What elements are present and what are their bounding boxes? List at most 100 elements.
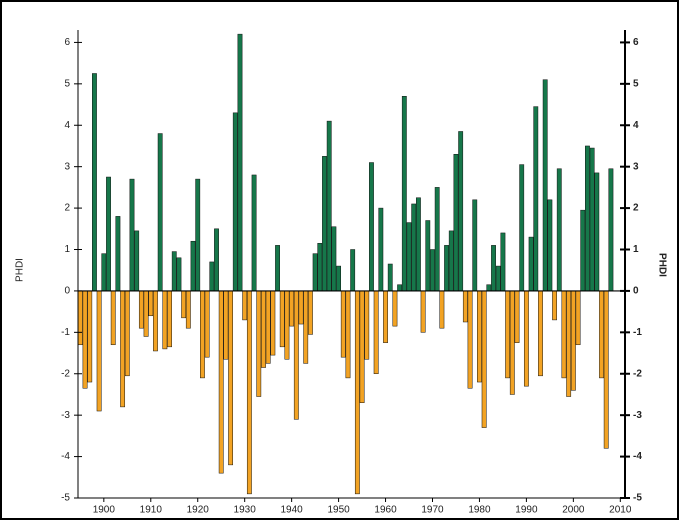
bar [340,290,346,358]
y-tick-label: 6 [64,37,70,48]
bar [176,257,182,292]
bar [312,253,318,292]
bar [472,199,478,292]
bar [134,230,140,292]
y-tick-label: -4 [61,451,70,462]
bar [96,290,102,412]
bar [580,209,586,292]
bar [101,253,107,292]
bar [298,290,304,325]
bar [181,290,187,319]
x-tick-label: 1920 [187,505,210,516]
bar [350,249,356,292]
bar [167,290,172,348]
bar [195,178,201,292]
bar [251,174,257,292]
y-axis-label: PHDI [15,258,26,282]
bar [293,290,299,420]
bar [162,290,168,350]
bar [289,290,295,327]
bar [411,203,417,292]
bar [509,290,515,395]
bar [77,290,83,346]
bar [153,290,158,352]
bar [185,290,191,329]
y2-tick-label: -4 [633,451,642,462]
bar [444,245,449,292]
bar [430,249,435,292]
bar [214,228,219,292]
bar [434,187,440,292]
bar [373,290,379,375]
x-tick-label: 1970 [421,505,444,516]
bar [547,199,553,292]
bar [570,290,576,391]
bar [275,245,280,292]
bar [599,290,604,379]
bar [415,197,421,292]
bar [462,290,468,323]
y-tick-label: -2 [61,368,70,379]
bar [491,245,496,292]
bar [237,33,243,292]
bar [317,243,323,292]
y-tick-label: 3 [64,161,70,172]
y2-tick-label: 0 [633,286,639,297]
y-tick-label: 0 [64,286,70,297]
bar [528,236,534,292]
bar [378,207,384,292]
x-tick-label: 1930 [234,505,257,516]
bar [265,290,271,364]
y2-tick-label: -1 [633,327,642,338]
bar [246,290,252,495]
bar [242,290,248,321]
x-tick-label: 1960 [374,505,397,516]
y2-tick-label: -5 [633,493,642,504]
bar [106,176,111,292]
bar [143,290,149,337]
bar [308,290,313,335]
bar [387,263,393,292]
x-tick-label: 1950 [327,505,350,516]
bar [566,290,572,397]
bar [561,290,567,379]
bar [505,290,511,379]
x-tick-label: 1980 [468,505,491,516]
x-tick-label: 1990 [515,505,538,516]
bar [200,290,205,379]
y-tick-label: 1 [64,244,70,255]
bar [359,290,365,403]
bar [331,226,337,292]
bar [556,168,562,292]
y-tick-label: -3 [61,410,70,421]
bar [552,290,557,321]
bar [425,220,431,292]
x-tick-label: 2010 [609,505,632,516]
bar [453,153,459,292]
bar [514,290,520,343]
bar [223,290,229,360]
bar [256,290,262,397]
bar [270,290,276,356]
bar [92,73,97,292]
bar [538,290,543,377]
bar [608,168,614,292]
bar [364,290,370,360]
bar [87,290,93,383]
bar [124,290,130,377]
bar [345,290,351,379]
y-tick-label: 5 [64,78,70,89]
bar [190,240,196,292]
bar [542,79,548,292]
bar [486,284,492,292]
bar [157,133,163,292]
bar [284,290,290,360]
bar [82,290,88,389]
x-tick-label: 1910 [140,505,163,516]
bar [392,290,398,327]
bar [519,164,525,292]
y2-tick-label: 6 [633,37,639,48]
bar [218,290,224,474]
y-tick-label: -5 [61,493,70,504]
